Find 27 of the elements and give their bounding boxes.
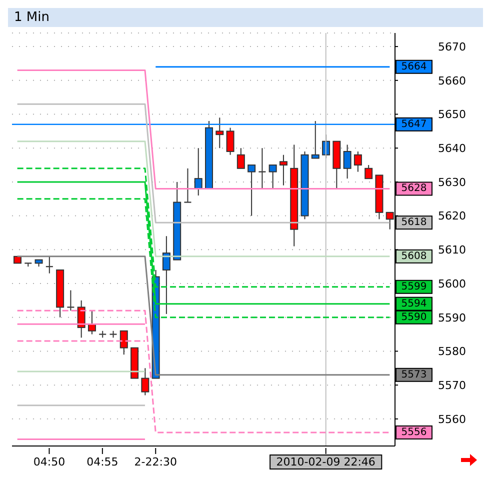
data-label: 5573 — [401, 369, 427, 380]
y-tick-label: 5570 — [438, 378, 466, 392]
chart-title: 1 Min — [8, 8, 483, 27]
y-tick-label: 5650 — [438, 108, 466, 122]
y-tick-label: 5580 — [438, 345, 466, 358]
data-label: 5599 — [401, 281, 427, 292]
data-label: 5608 — [401, 250, 427, 262]
y-tick-label: 5560 — [438, 412, 466, 426]
x-tick-label: 2-22:30 — [134, 456, 177, 468]
ref-line-label: 5647 — [401, 118, 427, 130]
x-tick-label: 04:55 — [86, 456, 118, 468]
y-tick-label: 5610 — [438, 244, 466, 257]
x-tick-label: 2010-02-09 22:46 — [276, 456, 376, 468]
y-tick-label: 5620 — [438, 210, 466, 223]
y-tick-label: 5590 — [438, 311, 466, 324]
y-tick-label: 5640 — [438, 142, 466, 156]
data-label: 5590 — [401, 312, 427, 323]
y-tick-label: 5600 — [438, 277, 466, 290]
y-tick-label: 5670 — [438, 40, 466, 54]
y-tick-label: 5630 — [438, 176, 466, 189]
x-tick-label: 04:50 — [33, 456, 66, 468]
data-label: 5664 — [401, 61, 427, 72]
data-label: 5556 — [401, 426, 427, 438]
data-label: 5594 — [401, 298, 427, 310]
data-label: 5618 — [401, 217, 427, 228]
data-label: 5628 — [401, 183, 427, 194]
y-tick-label: 5660 — [438, 74, 466, 88]
